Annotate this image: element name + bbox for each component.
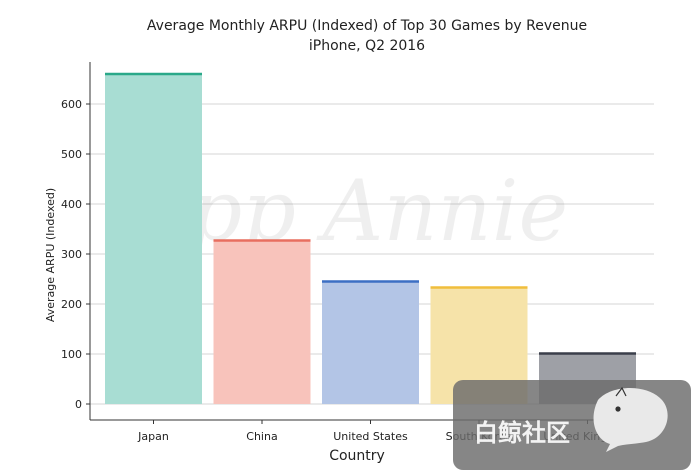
bar-united-states	[322, 281, 419, 404]
chart-subtitle: iPhone, Q2 2016	[309, 38, 425, 54]
y-tick-label-300: 300	[61, 248, 82, 261]
y-axis-ticks: 0 100 200 300 400 500 600	[61, 98, 90, 411]
whale-icon	[593, 386, 668, 452]
logo-badge: 白鲸社区	[453, 380, 691, 470]
x-tick-label-china: China	[246, 430, 277, 443]
y-tick-label-400: 400	[61, 198, 82, 211]
bar-china	[213, 240, 311, 404]
y-tick-label-100: 100	[61, 348, 82, 361]
y-tick-label-500: 500	[61, 148, 82, 161]
bars	[105, 72, 636, 404]
x-axis-label: Country	[329, 448, 385, 464]
chart-title: Average Monthly ARPU (Indexed) of Top 30…	[147, 18, 587, 34]
x-tick-label-united-states: United States	[333, 430, 408, 443]
y-tick-label-600: 600	[61, 98, 82, 111]
y-axis-label: Average ARPU (Indexed)	[44, 188, 57, 322]
y-tick-label-0: 0	[75, 398, 82, 411]
bar-japan	[105, 74, 202, 404]
logo-badge-text: 白鲸社区	[474, 419, 570, 447]
x-tick-label-japan: Japan	[137, 430, 169, 443]
y-tick-label-200: 200	[61, 298, 82, 311]
